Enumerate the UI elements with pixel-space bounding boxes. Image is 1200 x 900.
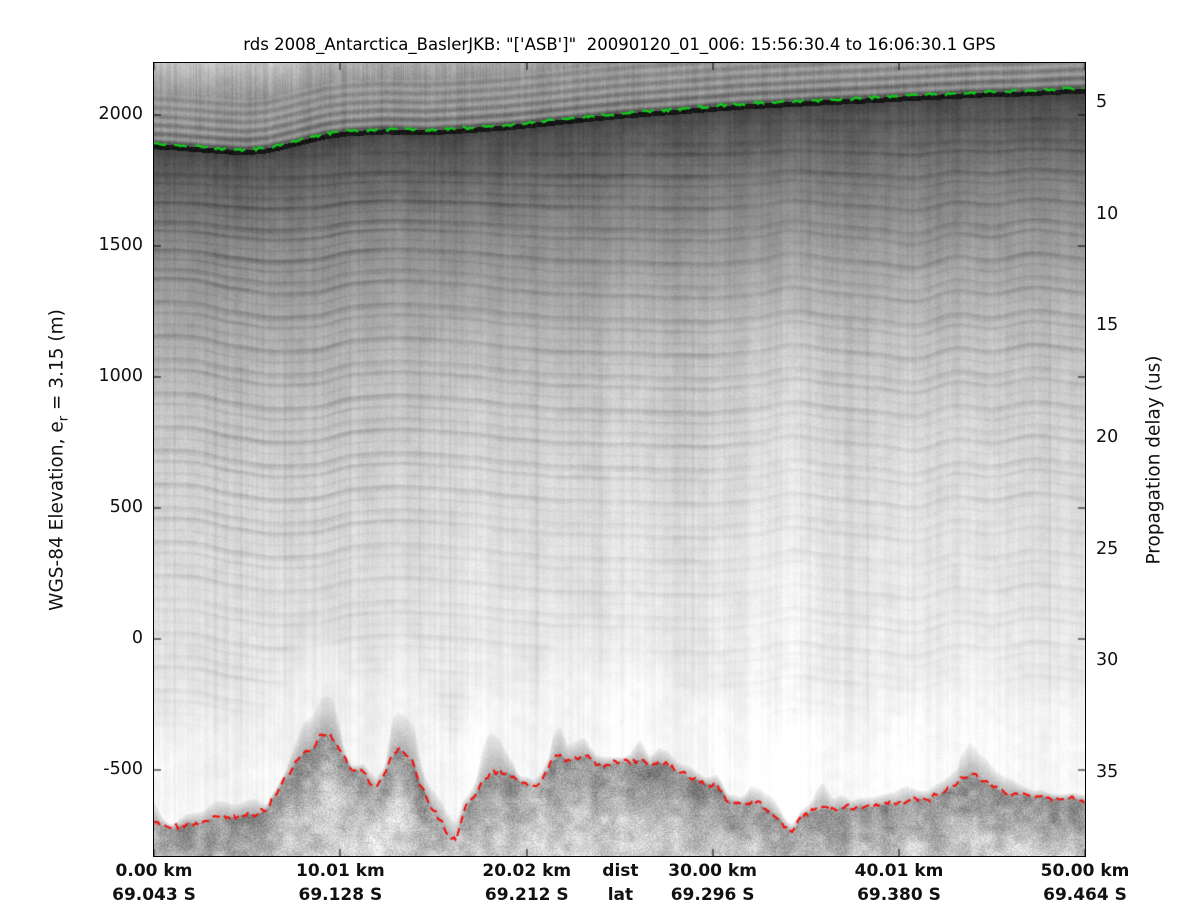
lat-tick-label: 69.043 S <box>112 885 196 900</box>
elevation-tick-label: 500 <box>109 496 143 517</box>
left-axis-label-sub: r <box>56 415 72 422</box>
lat-tick-label: 69.296 S <box>670 885 755 900</box>
delay-tick-label: 10 <box>1096 203 1119 224</box>
plot-area <box>153 62 1086 857</box>
delay-tick-label: 15 <box>1096 315 1119 336</box>
left-axis-label: WGS-84 Elevation, er = 3.15 (m) <box>47 309 72 611</box>
right-axis-label: Propagation delay (us) <box>1143 355 1165 565</box>
dist-tick-label: 10.01 km <box>296 861 385 881</box>
elevation-tick-label: 0 <box>131 628 143 648</box>
delay-tick-label: 20 <box>1096 426 1119 447</box>
lat-axis-name: lat <box>607 885 634 900</box>
dist-tick-label: 50.00 km <box>1040 861 1130 881</box>
echogram-canvas <box>154 63 1085 856</box>
elevation-tick-label: -500 <box>103 759 143 780</box>
lat-tick-label: 69.212 S <box>484 885 569 900</box>
dist-tick-label: 30.00 km <box>668 861 757 881</box>
dist-tick-label: 0.00 km <box>115 861 193 881</box>
figure-title: rds 2008_Antarctica_BaslerJKB: "['ASB']"… <box>243 35 996 54</box>
left-axis-label-post: = 3.15 (m) <box>46 309 68 416</box>
delay-tick-label: 25 <box>1096 538 1119 559</box>
dist-tick-label: 20.02 km <box>482 861 572 881</box>
delay-tick-label: 35 <box>1096 761 1119 782</box>
lat-tick-label: 69.380 S <box>857 885 941 900</box>
delay-tick-label: 30 <box>1096 650 1119 671</box>
lat-tick-label: 69.128 S <box>298 885 383 900</box>
elevation-tick-label: 1500 <box>98 234 143 255</box>
elevation-tick-label: 1000 <box>98 365 143 386</box>
dist-tick-label: 40.01 km <box>854 861 944 881</box>
dist-axis-name: dist <box>602 861 639 881</box>
lat-tick-label: 69.464 S <box>1043 885 1127 900</box>
delay-tick-label: 5 <box>1096 91 1108 112</box>
elevation-tick-label: 2000 <box>98 103 143 124</box>
